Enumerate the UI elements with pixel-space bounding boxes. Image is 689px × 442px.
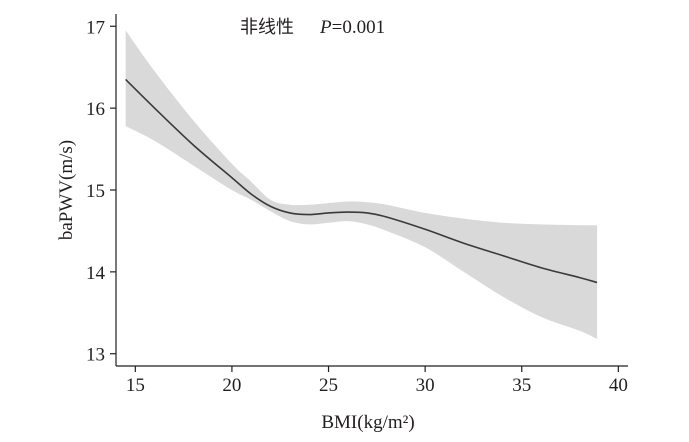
x-tick-label: 25 [319,375,338,396]
x-axis-title: BMI(kg/m²) [321,412,414,433]
axes: 15 20 25 30 35 40 13 14 15 16 17 [86,14,628,396]
nonlinear-label: 非线性 [240,17,294,38]
y-tick-label: 14 [86,263,106,284]
x-tick-label: 20 [222,375,241,396]
confidence-band [125,30,598,339]
spline-line [125,78,598,284]
p-symbol: P [319,17,332,38]
plot-area [125,30,598,339]
p-value: =0.001 [332,17,385,38]
x-tick-label: 15 [126,375,145,396]
x-tick-label: 30 [416,375,435,396]
p-value-annotation: P=0.001 [319,17,385,38]
x-tick-label: 35 [512,375,531,396]
y-tick-label: 13 [86,345,105,366]
y-tick-label: 15 [86,181,105,202]
x-tick-label: 40 [609,375,628,396]
y-tick-label: 17 [86,17,105,38]
y-tick-label: 16 [86,99,105,120]
y-axis-title: baPWV(m/s) [56,140,77,240]
